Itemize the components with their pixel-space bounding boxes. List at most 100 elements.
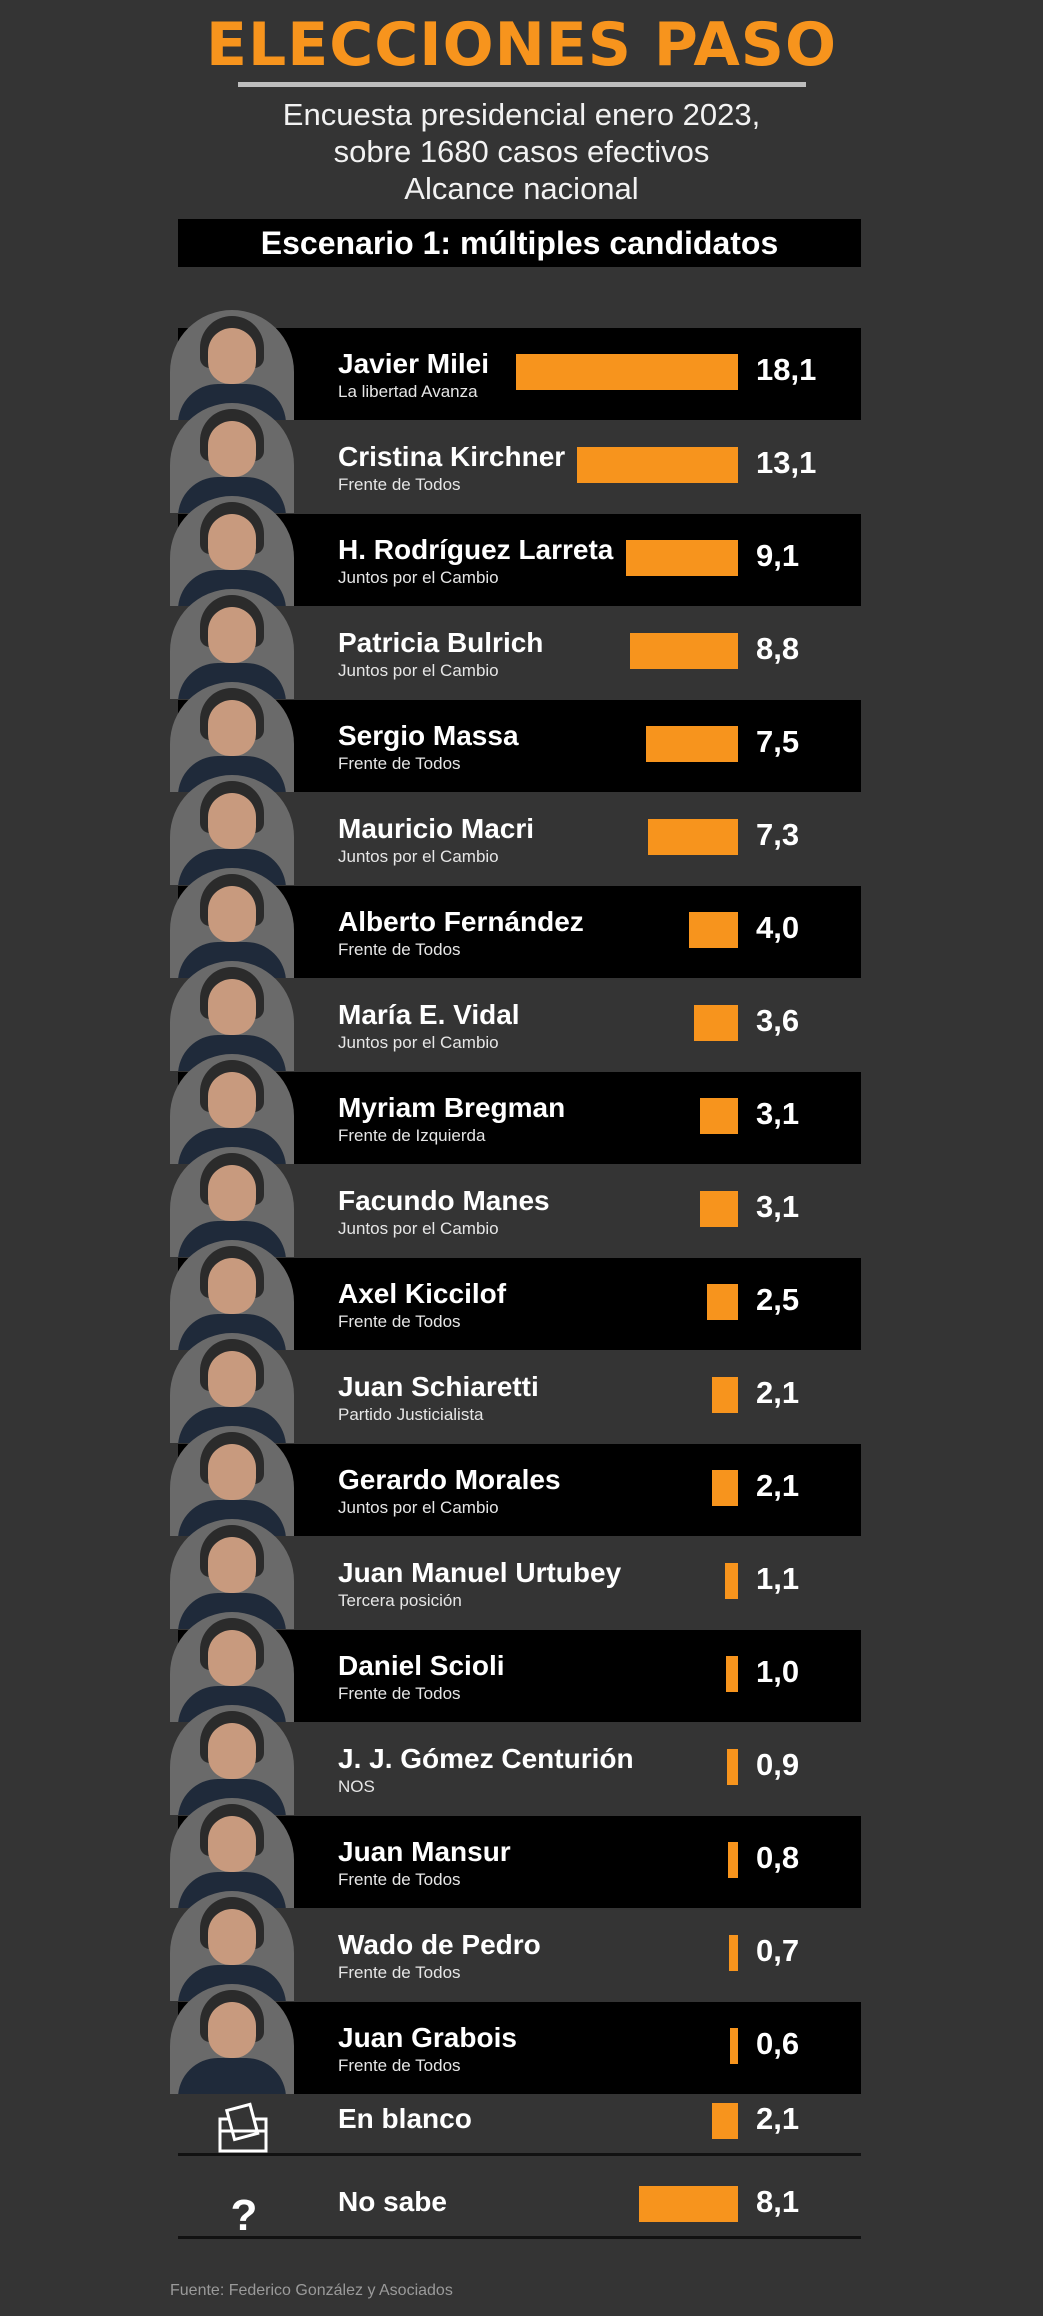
photo-face	[208, 700, 256, 756]
page-title: ELECCIONES PASO	[205, 10, 838, 80]
value-label: 0,9	[756, 1747, 800, 1782]
value-label: 9,1	[756, 538, 800, 573]
candidate-row: Daniel Scioli Frente de Todos 1,0	[170, 1612, 861, 1722]
candidate-party: Tercera posición	[338, 1591, 462, 1610]
value-bar	[730, 2028, 738, 2064]
candidate-name: Cristina Kirchner	[338, 441, 566, 472]
value-label: 2,1	[756, 2101, 800, 2136]
candidate-name: Juan Manuel Urtubey	[338, 1557, 622, 1588]
value-bar	[712, 1470, 738, 1506]
value-bar	[577, 447, 738, 483]
candidate-row: Mauricio Macri Juntos por el Cambio 7,3	[170, 775, 861, 885]
candidate-name: Daniel Scioli	[338, 1650, 505, 1681]
candidate-photo	[170, 775, 294, 885]
candidate-photo	[170, 1984, 294, 2094]
value-label: 2,1	[756, 1468, 800, 1503]
candidate-party: Frente de Izquierda	[338, 1126, 486, 1145]
value-bar	[699, 1191, 738, 1227]
candidate-row: J. J. Gómez Centurión NOS 0,9	[170, 1705, 861, 1815]
source-note: Fuente: Federico González y Asociados	[170, 2282, 453, 2299]
photo-face	[208, 1165, 256, 1221]
candidate-row: Sergio Massa Frente de Todos 7,5	[170, 682, 861, 792]
candidate-row: H. Rodríguez Larreta Juntos por el Cambio…	[170, 496, 861, 606]
value-bar	[729, 1935, 738, 1971]
candidate-name: Sergio Massa	[338, 720, 519, 751]
value-label: 1,1	[756, 1561, 800, 1596]
candidate-party: Frente de Todos	[338, 940, 461, 959]
title-underline	[238, 82, 806, 87]
candidate-photo	[170, 1426, 294, 1536]
candidate-photo	[170, 1240, 294, 1350]
candidate-party: Juntos por el Cambio	[338, 568, 499, 587]
photo-face	[208, 1258, 256, 1314]
candidate-row: Javier Milei La libertad Avanza 18,1	[170, 310, 861, 420]
candidate-name: Facundo Manes	[338, 1185, 550, 1216]
subtitle: Encuesta presidencial enero 2023, sobre …	[0, 96, 1043, 207]
candidate-party: Frente de Todos	[338, 1963, 461, 1982]
candidate-row: Cristina Kirchner Frente de Todos 13,1	[170, 403, 861, 513]
subtitle-line-3: Alcance nacional	[404, 171, 639, 206]
candidate-photo	[170, 1147, 294, 1257]
value-label: 13,1	[756, 445, 817, 480]
value-bar	[712, 2103, 738, 2139]
value-bar	[646, 726, 738, 762]
value-label: 8,1	[756, 2184, 800, 2219]
subtitle-line-1: Encuesta presidencial enero 2023,	[282, 97, 761, 132]
value-bar	[516, 354, 738, 390]
value-bar	[638, 2186, 738, 2222]
candidate-photo	[170, 1519, 294, 1629]
photo-face	[208, 1351, 256, 1407]
photo-face	[208, 1816, 256, 1872]
candidate-party: NOS	[338, 1777, 375, 1796]
value-label: 7,5	[756, 724, 800, 759]
value-bar	[693, 1005, 738, 1041]
candidate-party: Frente de Todos	[338, 1870, 461, 1889]
candidate-name: Axel Kiccilof	[338, 1278, 507, 1309]
candidate-row: Gerardo Morales Juntos por el Cambio 2,1	[170, 1426, 861, 1536]
candidate-name: En blanco	[338, 2103, 472, 2134]
row-divider	[178, 2153, 861, 2156]
photo-face	[208, 886, 256, 942]
value-bar	[630, 633, 738, 669]
candidate-row: Juan Grabois Frente de Todos 0,6	[170, 1984, 861, 2094]
candidate-row: Juan Manuel Urtubey Tercera posición 1,1	[170, 1519, 861, 1629]
value-bar	[648, 819, 738, 855]
candidate-row: Wado de Pedro Frente de Todos 0,7	[170, 1891, 861, 2001]
candidate-photo	[170, 310, 294, 420]
candidate-row: Axel Kiccilof Frente de Todos 2,5	[170, 1240, 861, 1350]
value-bar	[688, 912, 738, 948]
photo-face	[208, 1444, 256, 1500]
candidate-name: Juan Schiaretti	[338, 1371, 539, 1402]
candidate-name: J. J. Gómez Centurión	[338, 1743, 634, 1774]
candidate-name: Juan Mansur	[338, 1836, 511, 1867]
photo-face	[208, 1630, 256, 1686]
value-label: 3,1	[756, 1096, 800, 1131]
candidate-party: Frente de Todos	[338, 2056, 461, 2075]
candidate-party: Juntos por el Cambio	[338, 1498, 499, 1517]
value-label: 0,8	[756, 1840, 800, 1875]
question-mark-icon: ?	[214, 2184, 274, 2244]
photo-face	[208, 514, 256, 570]
value-label: 18,1	[756, 352, 817, 387]
value-label: 0,7	[756, 1933, 800, 1968]
svg-text:?: ?	[231, 2191, 258, 2240]
candidate-party: Juntos por el Cambio	[338, 847, 499, 866]
candidate-row: Facundo Manes Juntos por el Cambio 3,1	[170, 1147, 861, 1257]
value-bar	[707, 1284, 738, 1320]
candidate-name: Myriam Bregman	[338, 1092, 566, 1123]
value-bar	[728, 1842, 738, 1878]
photo-face	[208, 1072, 256, 1128]
candidate-name: H. Rodríguez Larreta	[338, 534, 614, 565]
scenario-banner: Escenario 1: múltiples candidatos	[178, 219, 861, 267]
candidate-row: Alberto Fernández Frente de Todos 4,0	[170, 868, 861, 978]
value-bar	[724, 1563, 738, 1599]
photo-shoulders	[178, 2058, 286, 2094]
candidate-row: En blanco 2,1	[178, 2085, 861, 2153]
candidate-party: Partido Justicialista	[338, 1405, 484, 1424]
candidate-party: Juntos por el Cambio	[338, 661, 499, 680]
candidate-photo	[170, 868, 294, 978]
candidate-name: María E. Vidal	[338, 999, 520, 1030]
value-bar	[699, 1098, 738, 1134]
candidate-name: Alberto Fernández	[338, 906, 584, 937]
candidate-party: Frente de Todos	[338, 754, 461, 773]
